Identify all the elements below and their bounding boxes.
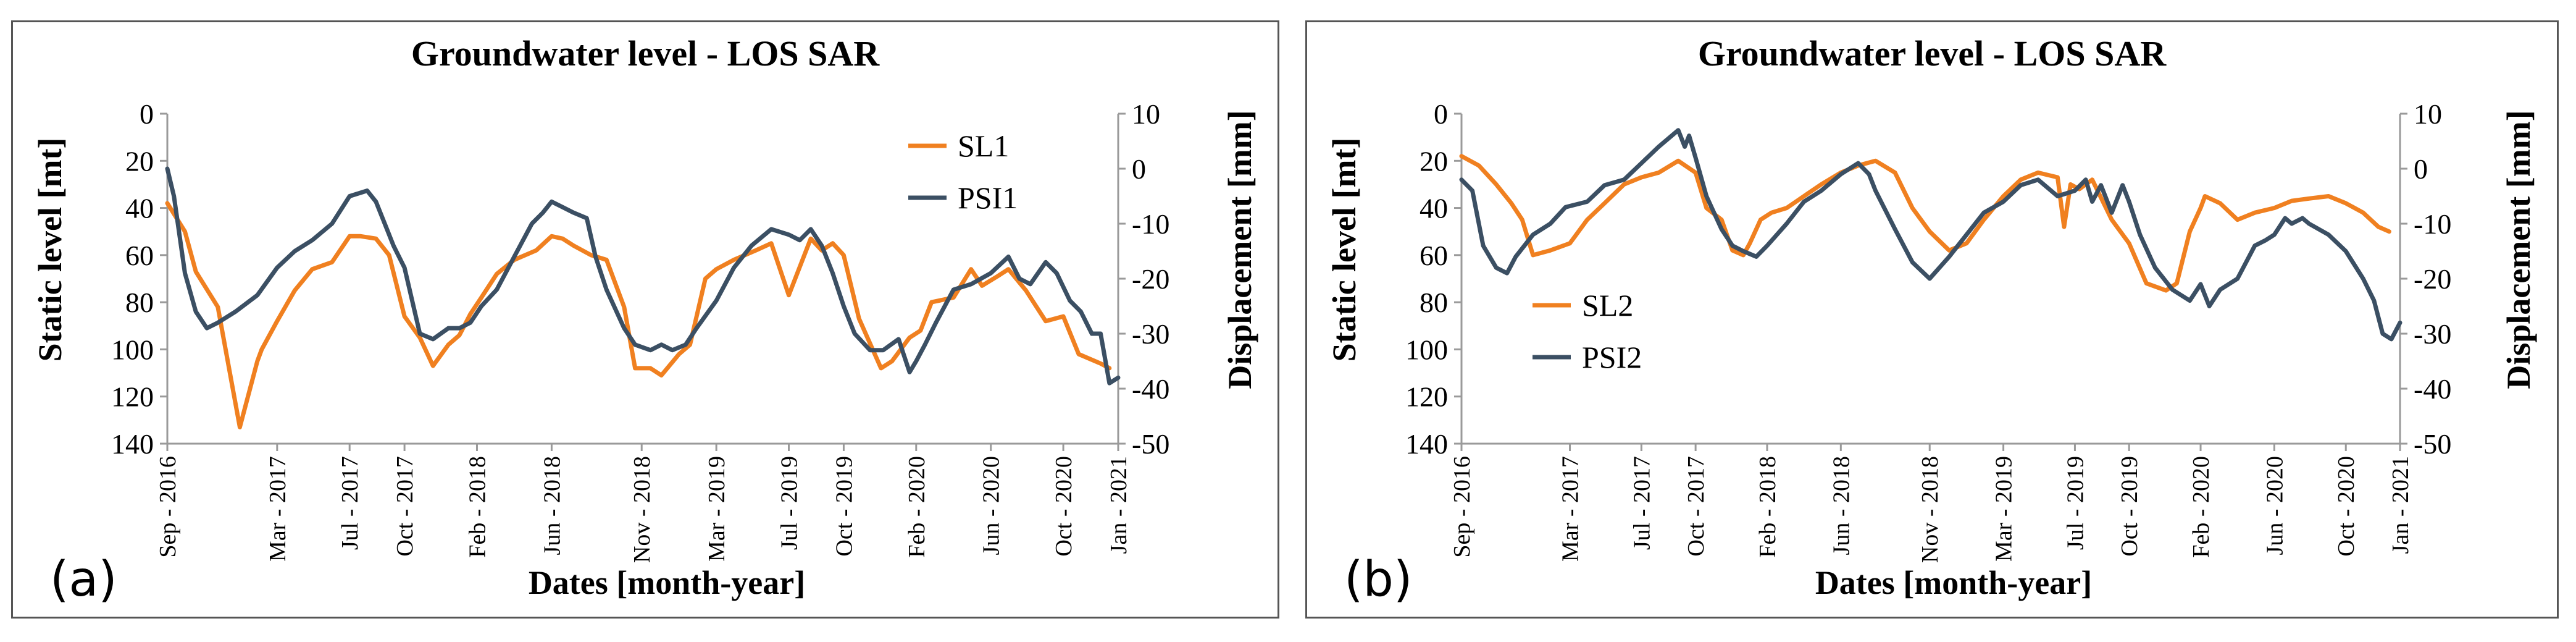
chart-b-right-tick-label: 10 — [2414, 98, 2442, 130]
chart-b-right-tick-label: -10 — [2414, 208, 2451, 240]
chart-b-x-tick-label: Jan - 2021 — [2388, 456, 2414, 554]
chart-a-x-axis-label: Dates [month-year] — [529, 564, 805, 601]
chart-a-right-tick-label: -10 — [1132, 208, 1169, 240]
chart-a-left-tick-label: 60 — [125, 240, 154, 271]
chart-a-right-tick-label: -20 — [1132, 263, 1169, 295]
chart-b-x-tick-label: Sep - 2016 — [1449, 456, 1475, 558]
chart-b-x-tick-label: Jul - 2017 — [1629, 456, 1655, 550]
chart-a-right-tick-label: -30 — [1132, 318, 1169, 350]
chart-a-right-axis-label: Displacement [mm] — [1221, 110, 1258, 389]
chart-a-x-tick-label: Jun - 2018 — [539, 456, 565, 555]
chart-a-right-tick-label: 0 — [1132, 153, 1146, 185]
chart-a-left-tick-label: 20 — [125, 145, 154, 177]
chart-b-left-tick-label: 20 — [1420, 145, 1448, 177]
chart-a-x-tick-label: Oct - 2019 — [831, 456, 857, 557]
chart-a-left-axis-label: Static level [mt] — [31, 138, 69, 362]
chart-b-x-tick-label: Oct - 2017 — [1683, 456, 1709, 557]
chart-panel-a: Groundwater level - LOS SAR Dates [month… — [11, 20, 1279, 619]
chart-b-legend-label-sl2: SL2 — [1582, 288, 1633, 323]
chart-a-x-tick-label: Jan - 2021 — [1106, 456, 1132, 554]
chart-a-x-tick-label: Oct - 2017 — [392, 456, 418, 557]
chart-a-x-tick-label: Feb - 2018 — [464, 456, 490, 558]
chart-a-x-tick-label: Oct - 2020 — [1051, 456, 1077, 557]
chart-b-x-tick-label: Oct - 2020 — [2333, 456, 2359, 557]
chart-b-right-tick-label: -50 — [2414, 428, 2451, 460]
chart-b-x-tick-label: Oct - 2019 — [2117, 456, 2143, 557]
chart-b-left-tick-label: 80 — [1420, 287, 1448, 318]
chart-b-series-sl2 — [1459, 154, 2391, 293]
chart-b-x-tick-label: Feb - 2018 — [1755, 456, 1781, 558]
chart-b-left-tick-label: 0 — [1434, 98, 1448, 130]
chart-a-panel-label: (a) — [50, 552, 117, 607]
chart-b-right-tick-label: -40 — [2414, 373, 2451, 405]
chart-b-left-tick-label: 100 — [1405, 334, 1448, 365]
chart-b-right-tick-label: -20 — [2414, 263, 2451, 295]
chart-b-x-tick-label: Jun - 2020 — [2262, 456, 2288, 555]
chart-a-series-sl1 — [165, 201, 1112, 429]
chart-b-x-tick-label: Mar - 2017 — [1558, 456, 1584, 562]
chart-a-left-tick-label: 140 — [111, 428, 154, 460]
chart-a-left-tick-label: 100 — [111, 334, 154, 365]
chart-a-x-tick-label: Jul - 2019 — [777, 456, 803, 550]
chart-a-svg: Groundwater level - LOS SAR Dates [month… — [31, 33, 1258, 607]
chart-b-left-tick-label: 120 — [1405, 381, 1448, 413]
chart-a-right-tick-label: 10 — [1132, 98, 1160, 130]
chart-b-x-tick-label: Mar - 2019 — [1991, 456, 2017, 562]
chart-b-x-tick-label: Jun - 2018 — [1828, 456, 1854, 555]
chart-b-left-tick-label: 40 — [1420, 193, 1448, 224]
chart-a-x-tick-label: Sep - 2016 — [155, 456, 181, 558]
chart-a-left-tick-label: 0 — [140, 98, 154, 130]
chart-a-x-tick-label: Jun - 2020 — [979, 456, 1005, 555]
chart-b-right-tick-label: -30 — [2414, 318, 2451, 350]
chart-a-right-tick-label: -50 — [1132, 428, 1169, 460]
chart-a-left-tick-label: 40 — [125, 193, 154, 224]
chart-a-legend-label-sl1: SL1 — [958, 129, 1009, 163]
chart-a-legend-label-psi1: PSI1 — [958, 180, 1018, 215]
chart-a-x-tick-label: Nov - 2018 — [629, 456, 655, 563]
chart-b-x-tick-label: Nov - 2018 — [1917, 456, 1943, 563]
chart-a-left-tick-label: 80 — [125, 287, 154, 318]
chart-b-left-tick-label: 140 — [1405, 428, 1448, 460]
chart-b-x-tick-label: Jul - 2019 — [2062, 456, 2088, 550]
chart-a-x-tick-label: Mar - 2017 — [265, 456, 291, 562]
chart-b-panel-label: (b) — [1344, 552, 1412, 607]
chart-a-right-tick-label: -40 — [1132, 373, 1169, 405]
chart-a-title: Groundwater level - LOS SAR — [411, 33, 880, 74]
chart-panel-b: Groundwater level - LOS SAR Dates [month… — [1305, 20, 2559, 619]
chart-b-x-tick-label: Feb - 2020 — [2188, 456, 2214, 558]
chart-a-left-tick-label: 120 — [111, 381, 154, 413]
chart-b-legend-label-psi2: PSI2 — [1582, 340, 1642, 374]
chart-b-series-psi2 — [1459, 128, 2402, 342]
chart-a-x-tick-label: Feb - 2020 — [904, 456, 930, 558]
chart-b-right-axis-label: Displacement [mm] — [2500, 110, 2537, 389]
chart-a-x-tick-label: Mar - 2019 — [704, 456, 730, 562]
chart-b-right-tick-label: 0 — [2414, 153, 2428, 185]
chart-b-left-axis-label: Static level [mt] — [1326, 138, 1363, 362]
chart-b-title: Groundwater level - LOS SAR — [1698, 33, 2167, 74]
chart-a-x-tick-label: Jul - 2017 — [337, 456, 363, 550]
chart-b-left-tick-label: 60 — [1420, 240, 1448, 271]
chart-b-svg: Groundwater level - LOS SAR Dates [month… — [1326, 33, 2537, 607]
chart-b-x-axis-label: Dates [month-year] — [1815, 564, 2092, 601]
chart-a-series-psi1 — [165, 166, 1121, 386]
